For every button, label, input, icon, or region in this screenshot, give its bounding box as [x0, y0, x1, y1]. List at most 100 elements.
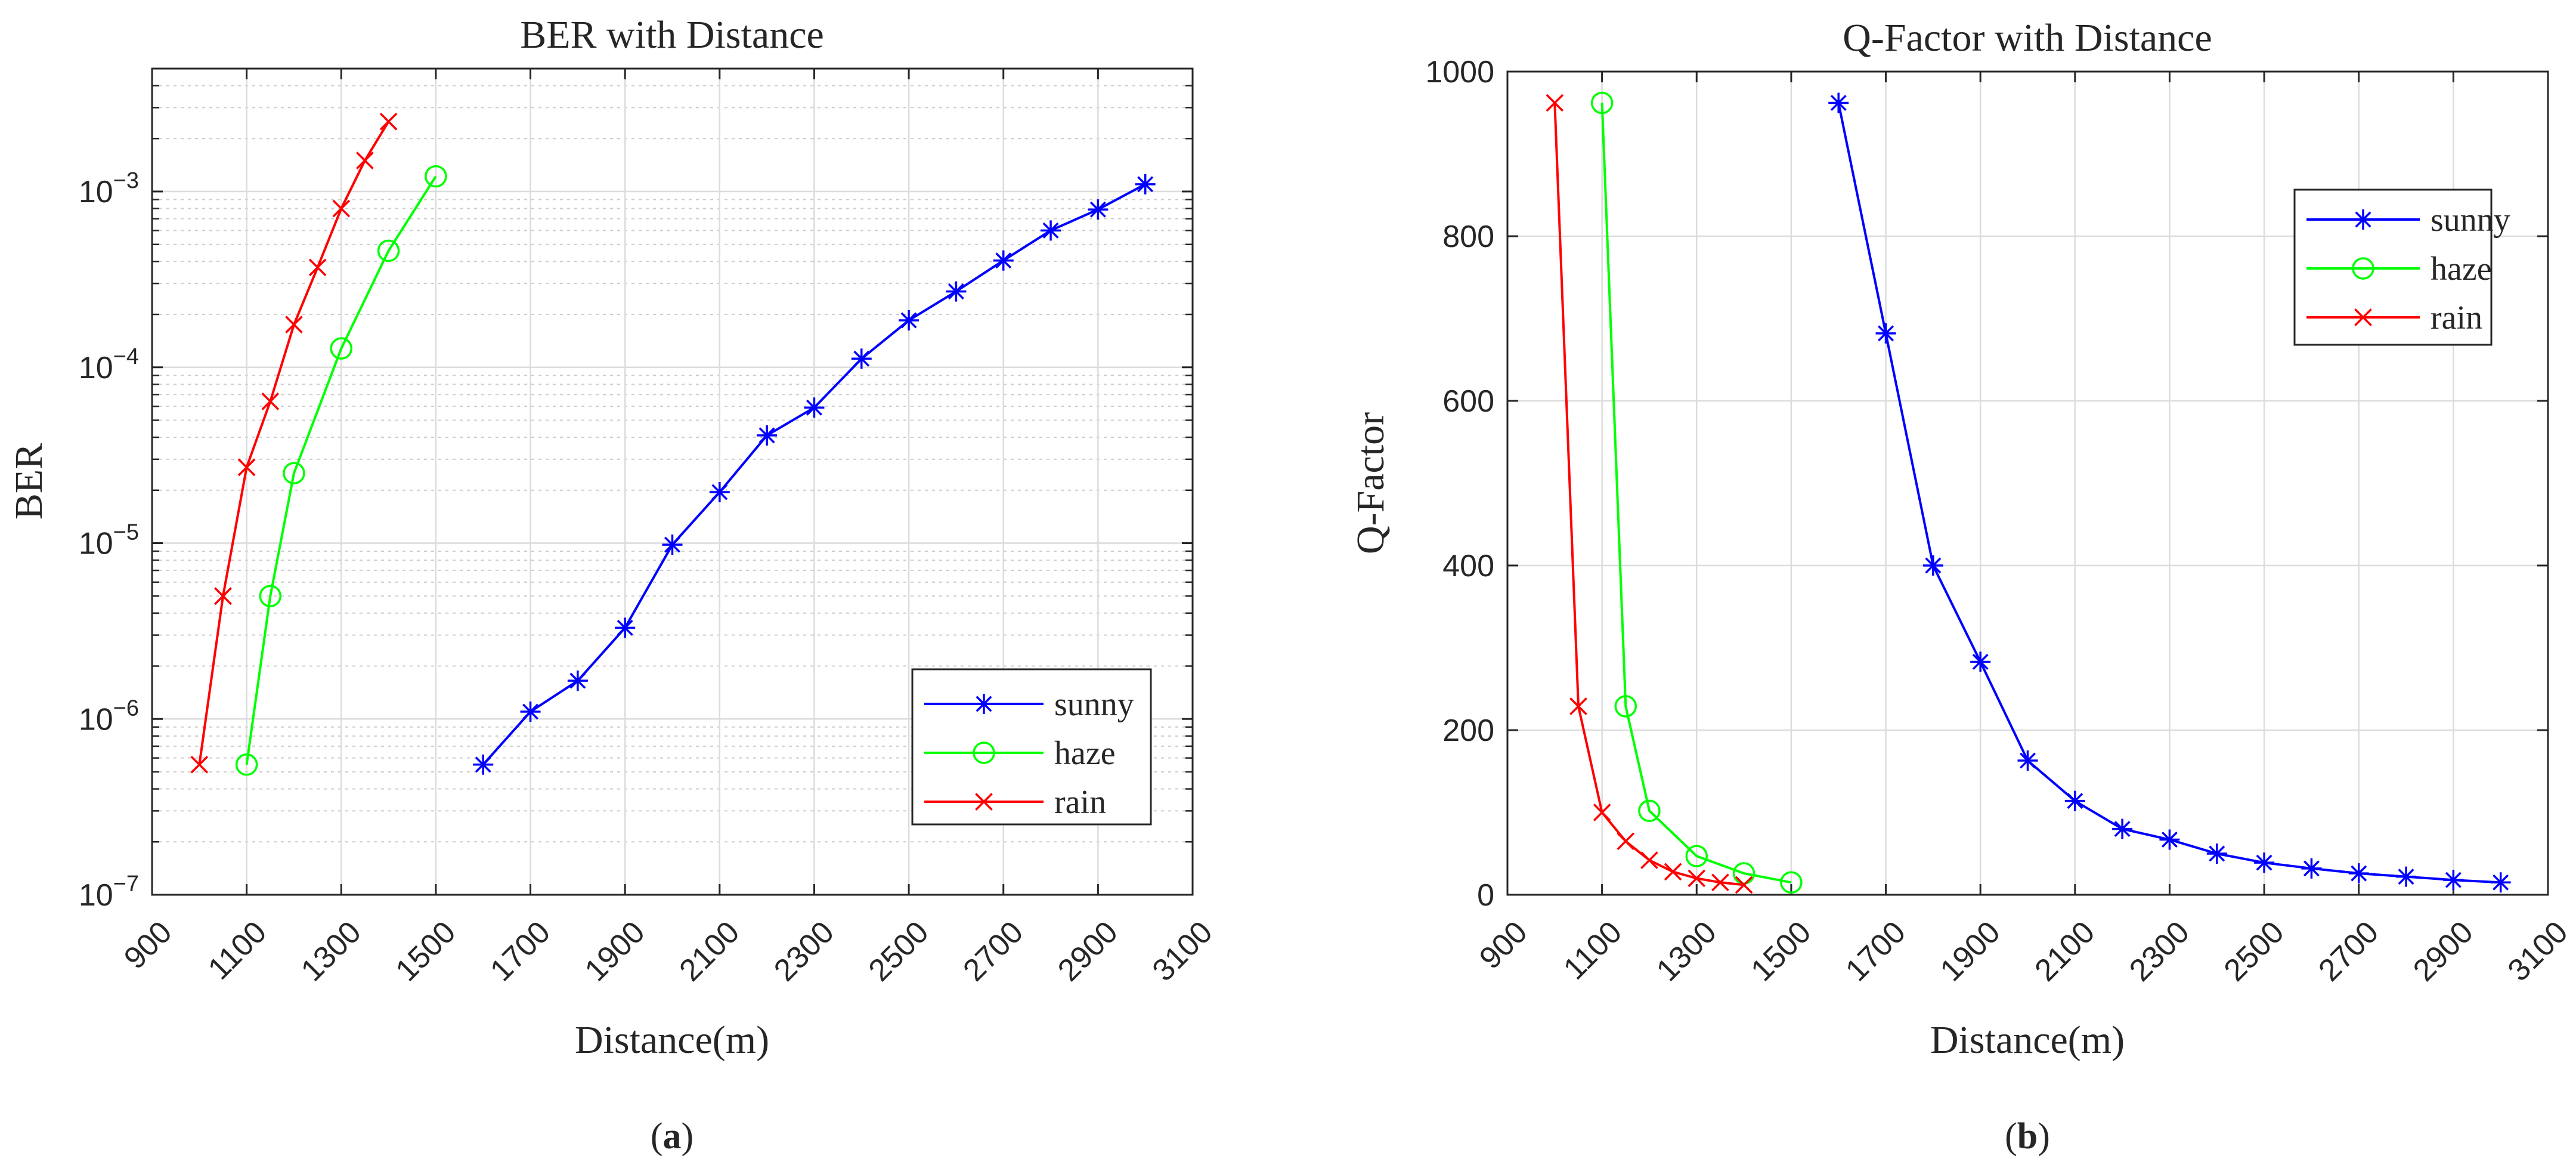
data-point-haze — [1614, 695, 1637, 718]
data-point-sunny-stroke — [2398, 869, 2414, 885]
data-point-rain-stroke — [237, 458, 256, 477]
x-tick-label: 1700 — [1839, 914, 1912, 988]
x-tick-label: 2700 — [956, 914, 1030, 988]
y-tick-label: 1000 — [1425, 55, 1494, 89]
data-point-sunny — [1135, 174, 1156, 194]
data-point-sunny — [2112, 818, 2133, 839]
data-point-sunny-stroke — [569, 672, 586, 689]
y-axis-title: Q-Factor — [1349, 412, 1392, 554]
y-tick-label: 800 — [1442, 220, 1494, 254]
panel-label: (b) — [2005, 1116, 2050, 1157]
data-point-rain — [1569, 697, 1587, 715]
data-point-sunny-stroke — [2020, 752, 2036, 769]
y-tick-label: 10−3 — [79, 168, 139, 209]
x-tick-label: 2100 — [673, 914, 747, 988]
data-point-sunny — [899, 310, 919, 331]
data-point-sunny — [2159, 829, 2180, 850]
data-point-haze — [1590, 91, 1614, 115]
panel-a-ber-chart: 900 1100 1300 1500 1700 1900 2100 2300 2500 2700 2… — [7, 13, 1219, 1157]
data-point-haze-shape — [1780, 871, 1803, 894]
data-point-haze-shape — [283, 462, 305, 484]
data-point-rain-stroke — [1735, 876, 1753, 894]
y-tick-label: 600 — [1442, 384, 1494, 419]
legend-item-haze: haze — [2306, 251, 2492, 288]
data-point-rain — [1735, 876, 1753, 894]
legend-marker-stroke — [975, 793, 993, 811]
series-sunny — [473, 174, 1156, 775]
data-point-sunny-stroke — [1089, 201, 1106, 218]
legend-marker-shape — [973, 741, 995, 764]
data-point-sunny-stroke — [2209, 845, 2225, 862]
data-point-sunny-stroke — [1878, 325, 1894, 342]
data-point-sunny-stroke — [2445, 872, 2462, 888]
data-point-haze-shape — [377, 239, 400, 262]
legend-marker — [975, 793, 993, 811]
data-point-rain — [379, 112, 398, 131]
data-point-sunny-stroke — [1830, 94, 1847, 111]
x-tick-label: 3100 — [2501, 914, 2575, 988]
data-point-rain-stroke — [214, 587, 232, 605]
panel-b-qfactor-chart: 900 1100 1300 1500 1700 1900 2100 2300 2500 2700 2… — [1349, 16, 2575, 1157]
data-point-haze-shape — [1614, 695, 1637, 718]
data-point-haze — [259, 585, 282, 607]
data-point-sunny-stroke — [806, 399, 822, 416]
data-point-haze-shape — [330, 337, 353, 360]
data-point-rain — [285, 316, 303, 333]
data-point-sunny — [2254, 852, 2275, 873]
legend-item-haze: haze — [924, 735, 1116, 772]
data-point-haze — [1685, 845, 1708, 867]
data-point-rain-stroke — [261, 393, 280, 410]
y-tick-labels: 10−7 10−6 10−5 10−4 10−3 — [79, 168, 139, 913]
x-tick-label: 900 — [1473, 914, 1534, 975]
data-point-sunny — [2443, 870, 2464, 891]
data-point-sunny-stroke — [2067, 793, 2083, 809]
x-tick-label: 1100 — [202, 914, 273, 986]
data-point-sunny — [2017, 750, 2038, 771]
axes-box — [151, 67, 1194, 896]
x-tick-label: 1100 — [1557, 914, 1628, 986]
data-point-sunny-stroke — [475, 756, 491, 773]
data-point-rain — [1593, 804, 1611, 821]
data-point-sunny-stroke — [2161, 832, 2178, 848]
data-point-haze-shape — [425, 165, 447, 188]
data-point-sunny-stroke — [853, 350, 870, 367]
x-tick-label: 2900 — [2407, 914, 2480, 988]
x-tick-label: 1900 — [1934, 914, 2007, 988]
data-point-sunny — [709, 482, 730, 503]
legend-label: sunny — [2431, 202, 2510, 239]
y-tick-labels: 0 200 400 600 800 1000 — [1425, 55, 1494, 913]
x-tick-label: 1300 — [295, 914, 368, 988]
x-tick-labels: 900 1100 1300 1500 1700 1900 2100 2300 2500 2700 2… — [117, 914, 1219, 988]
data-point-sunny — [1041, 220, 1061, 241]
data-point-rain-stroke — [1711, 873, 1729, 892]
x-tick-label: 2300 — [2123, 914, 2196, 988]
data-point-rain — [261, 393, 280, 410]
x-tick-label: 2100 — [2029, 914, 2102, 988]
data-point-haze-shape — [1590, 91, 1614, 115]
data-point-sunny-stroke — [2303, 860, 2320, 877]
data-point-sunny-stroke — [2256, 854, 2272, 871]
legend-marker — [2353, 209, 2373, 230]
legend-label: sunny — [1054, 686, 1134, 723]
data-point-haze-shape — [235, 753, 258, 776]
data-point-haze — [425, 165, 447, 188]
data-point-sunny-stroke — [1925, 557, 1942, 574]
legend-item-rain: rain — [2306, 299, 2482, 336]
data-point-sunny-stroke — [664, 536, 680, 553]
data-point-sunny-stroke — [2351, 865, 2367, 882]
data-point-sunny-stroke — [900, 312, 917, 329]
data-point-sunny — [2348, 863, 2369, 884]
legend-marker — [2354, 308, 2372, 326]
x-tick-label: 1900 — [578, 914, 652, 988]
legend-marker — [974, 694, 994, 714]
data-point-sunny — [1088, 199, 1109, 220]
legend-label: rain — [2431, 299, 2482, 336]
x-tick-label: 900 — [117, 914, 178, 975]
x-axis-title: Distance(m) — [1930, 1018, 2125, 1062]
legend-marker — [2352, 257, 2374, 280]
data-point-sunny — [757, 425, 778, 446]
legend-item-sunny: sunny — [924, 686, 1134, 723]
panel-label: (a) — [651, 1116, 693, 1157]
legend-label: haze — [2431, 251, 2492, 288]
